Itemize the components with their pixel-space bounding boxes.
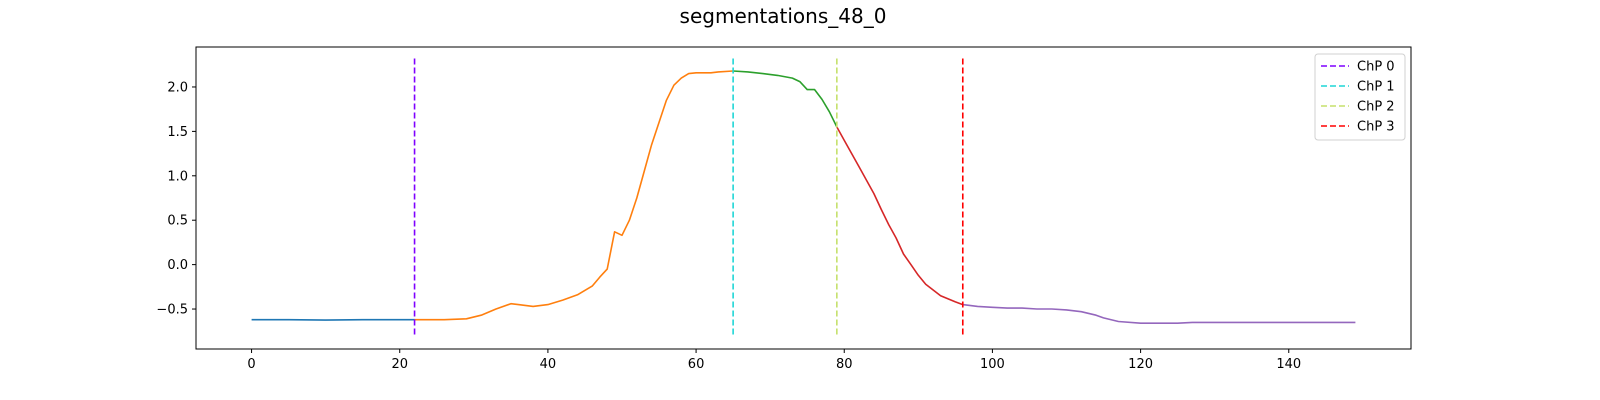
y-tick-label-5: 2.0 bbox=[167, 80, 188, 95]
y-tick-label-3: 1.0 bbox=[167, 169, 188, 184]
legend-label-3: ChP 3 bbox=[1357, 120, 1395, 135]
y-tick-label-4: 1.5 bbox=[167, 125, 188, 140]
x-tick-label-3: 60 bbox=[688, 357, 705, 372]
x-tick-label-0: 0 bbox=[247, 357, 255, 372]
x-tick-label-6: 120 bbox=[1128, 357, 1153, 372]
x-tick-label-7: 140 bbox=[1276, 357, 1301, 372]
legend-box bbox=[1314, 53, 1406, 141]
plot-area bbox=[251, 58, 1356, 338]
x-axis: 0 20 40 60 80 100 120 140 bbox=[247, 349, 1301, 372]
y-tick-label-1: 0.0 bbox=[167, 258, 188, 273]
legend-label-2: ChP 2 bbox=[1357, 100, 1395, 115]
series-segment-3 bbox=[836, 126, 964, 306]
y-tick-label-0: −0.5 bbox=[156, 303, 188, 318]
series-segment-2 bbox=[733, 70, 838, 128]
x-tick-label-4: 80 bbox=[836, 357, 853, 372]
plot-frame bbox=[195, 46, 1412, 350]
series-segment-4 bbox=[962, 303, 1356, 325]
y-tick-label-2: 0.5 bbox=[167, 214, 188, 229]
legend-label-1: ChP 1 bbox=[1357, 80, 1395, 95]
x-tick-label-1: 20 bbox=[391, 357, 408, 372]
legend: ChP 0 ChP 1 ChP 2 ChP 3 bbox=[1314, 53, 1406, 141]
legend-label-0: ChP 0 bbox=[1357, 60, 1395, 75]
x-tick-label-5: 100 bbox=[980, 357, 1005, 372]
x-tick-label-2: 40 bbox=[540, 357, 557, 372]
y-axis: −0.5 0.0 0.5 1.0 1.5 2.0 bbox=[156, 80, 196, 318]
series-segment-1 bbox=[414, 70, 734, 321]
chart-title: segmentations_48_0 bbox=[680, 4, 887, 28]
